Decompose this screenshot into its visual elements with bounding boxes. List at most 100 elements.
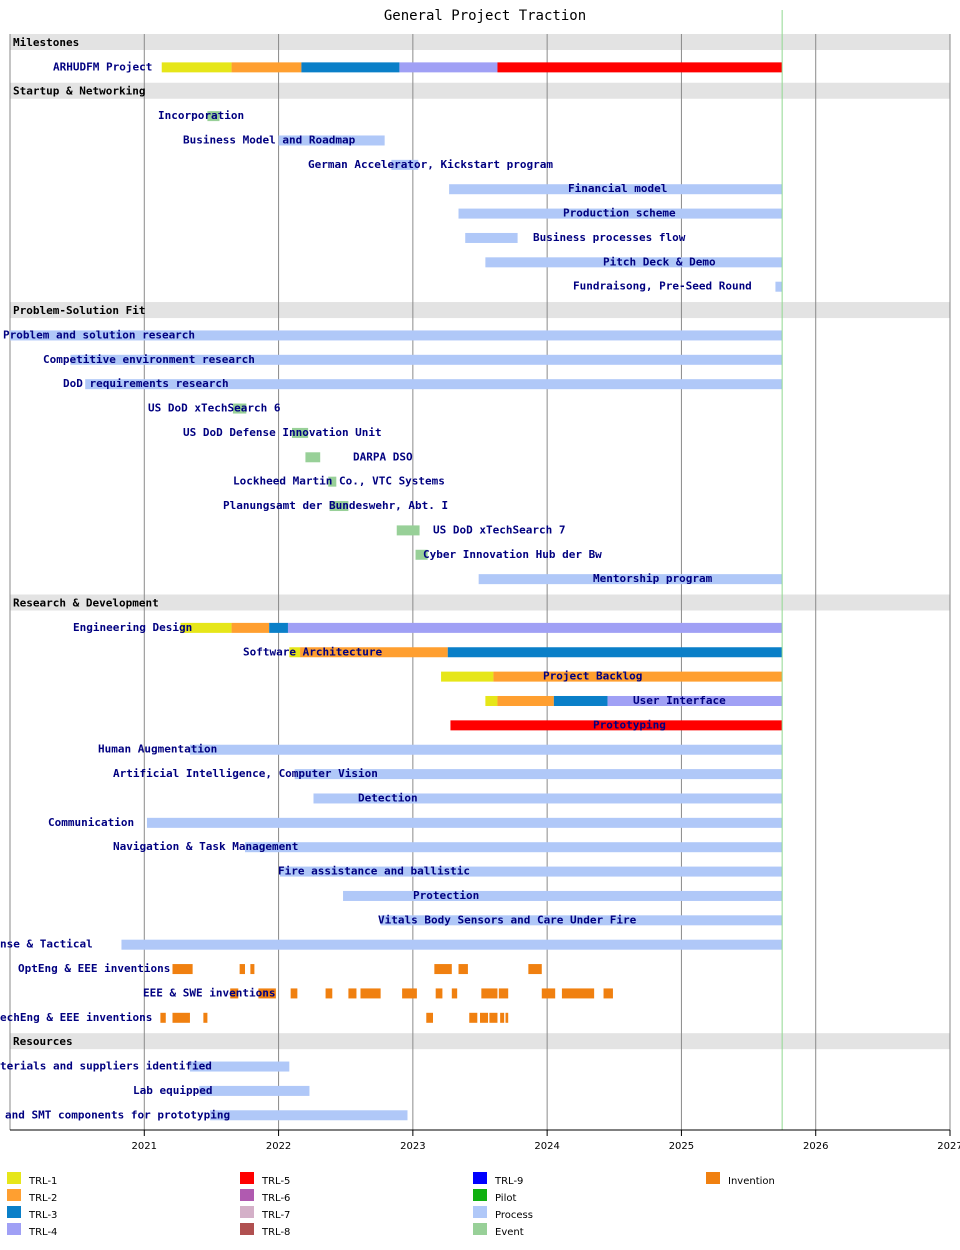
bar — [447, 647, 783, 658]
row-label: Mentorship program — [593, 572, 713, 585]
bar — [561, 988, 595, 999]
bar — [258, 988, 276, 999]
bar — [292, 427, 309, 438]
bar — [70, 354, 783, 365]
bar — [250, 964, 255, 975]
row-label: Business processes flow — [533, 231, 686, 244]
x-tick-label: 2026 — [803, 1141, 828, 1152]
bar — [210, 1110, 408, 1121]
bar — [329, 501, 349, 512]
bar — [399, 62, 498, 73]
bar — [10, 330, 783, 341]
bar — [541, 988, 556, 999]
bar — [300, 647, 448, 658]
bar — [279, 866, 783, 877]
bar — [493, 671, 783, 682]
bar — [146, 817, 783, 828]
legend-swatch — [240, 1172, 254, 1184]
bar — [85, 379, 783, 390]
bar — [348, 988, 357, 999]
legend-swatch — [240, 1189, 254, 1201]
bar — [231, 622, 270, 633]
bar — [294, 769, 783, 780]
row-label: Fundraisong, Pre-Seed Round — [573, 280, 752, 293]
row-label: User Interface — [633, 694, 726, 707]
bar — [485, 257, 783, 268]
row-label: Problem and solution research — [3, 328, 195, 341]
legend-label: TRL-5 — [261, 1176, 290, 1187]
bar — [497, 695, 554, 706]
row-label: Business Model and Roadmap — [183, 133, 356, 146]
row-label: nse & Tactical — [0, 938, 93, 951]
row-label: and SMT components for prototyping — [5, 1108, 230, 1121]
bar — [775, 281, 783, 292]
legend-label: TRL-3 — [28, 1210, 57, 1221]
bar — [231, 62, 302, 73]
row-label: ARHUDFM Project — [53, 60, 152, 73]
bar — [245, 842, 783, 853]
bar — [480, 1012, 489, 1023]
bar — [172, 964, 193, 975]
row-label: Project Backlog — [543, 670, 642, 683]
bar — [161, 62, 232, 73]
row-label: Engineering Design — [73, 621, 192, 634]
legend-label: Event — [495, 1227, 524, 1238]
bar — [328, 476, 337, 487]
row-label: DoD requirements research — [63, 377, 229, 390]
bar — [441, 671, 494, 682]
row-label: Production scheme — [563, 207, 676, 220]
row-label: Artificial Intelligence, Computer Vision — [113, 767, 378, 780]
bar — [478, 574, 783, 585]
row-label: Vitals Body Sensors and Care Under Fire — [378, 913, 637, 926]
bar — [289, 647, 301, 658]
bar — [290, 988, 298, 999]
bar — [172, 1012, 190, 1023]
row-label: Lockheed Martin Co., VTC Systems — [233, 475, 445, 488]
bar — [458, 964, 468, 975]
bar — [465, 232, 518, 243]
row-label: US DoD Defense Innovation Unit — [183, 426, 382, 439]
bar — [269, 622, 288, 633]
bar — [189, 744, 783, 755]
bar — [232, 403, 247, 414]
bar — [203, 1012, 208, 1023]
bar — [391, 159, 419, 170]
row-label: DARPA DSO — [353, 450, 413, 463]
bar — [434, 964, 452, 975]
bar — [180, 622, 232, 633]
bar — [189, 1061, 290, 1072]
legend-swatch — [7, 1223, 21, 1235]
bar — [458, 208, 783, 219]
bar — [603, 988, 613, 999]
x-tick-label: 2027 — [937, 1141, 960, 1152]
legend-swatch — [240, 1206, 254, 1218]
bar — [451, 988, 458, 999]
row-label: Detection — [358, 791, 418, 804]
row-label: Software Architecture — [243, 645, 382, 658]
legend-swatch — [473, 1206, 487, 1218]
section-band — [10, 302, 950, 319]
section-label: Startup & Networking — [13, 85, 145, 98]
legend-swatch — [473, 1223, 487, 1235]
bar — [325, 988, 333, 999]
section-label: Problem-Solution Fit — [13, 304, 145, 317]
x-tick-label: 2025 — [669, 1141, 694, 1152]
row-label: Lab equipped — [133, 1084, 212, 1097]
chart-title: General Project Traction — [384, 8, 586, 24]
bar — [207, 111, 220, 122]
row-label: US DoD xTechSearch 6 — [148, 402, 281, 415]
legend-swatch — [7, 1189, 21, 1201]
bar — [528, 964, 542, 975]
row-label: Navigation & Task Management — [113, 840, 298, 853]
x-tick-label: 2024 — [534, 1141, 559, 1152]
section-band — [10, 594, 950, 611]
legend-swatch — [240, 1223, 254, 1235]
legend-swatch — [473, 1189, 487, 1201]
legend-label: TRL-9 — [494, 1176, 523, 1187]
section-label: Milestones — [13, 36, 79, 49]
section-band — [10, 1033, 950, 1050]
bar — [160, 1012, 166, 1023]
bar — [278, 135, 385, 146]
bar — [553, 695, 608, 706]
